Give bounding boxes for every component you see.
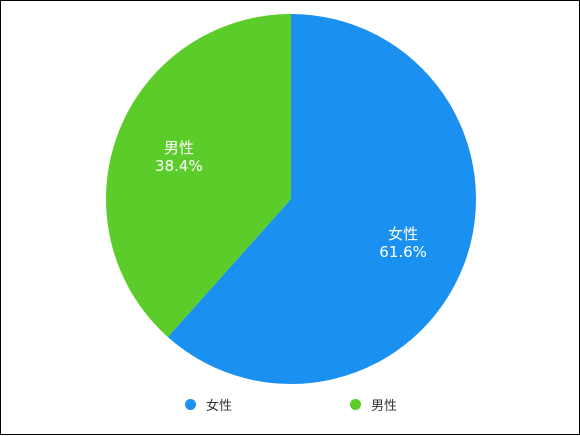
- slice-label-female: 女性: [388, 225, 418, 243]
- legend-item-female[interactable]: 女性: [184, 395, 232, 414]
- legend-label-male: 男性: [371, 399, 398, 414]
- slice-value-male: 38.4%: [155, 157, 203, 175]
- slice-value-female: 61.6%: [379, 243, 427, 261]
- slice-label-male: 男性: [164, 139, 194, 157]
- legend: 女性 男性: [1, 395, 580, 414]
- pie-slice-female[interactable]: [167, 14, 476, 385]
- pie-slice-male[interactable]: [105, 14, 291, 337]
- legend-label-female: 女性: [205, 399, 232, 414]
- legend-item-male[interactable]: 男性: [350, 395, 397, 414]
- legend-marker-female: [184, 399, 196, 410]
- legend-marker-male: [350, 399, 361, 410]
